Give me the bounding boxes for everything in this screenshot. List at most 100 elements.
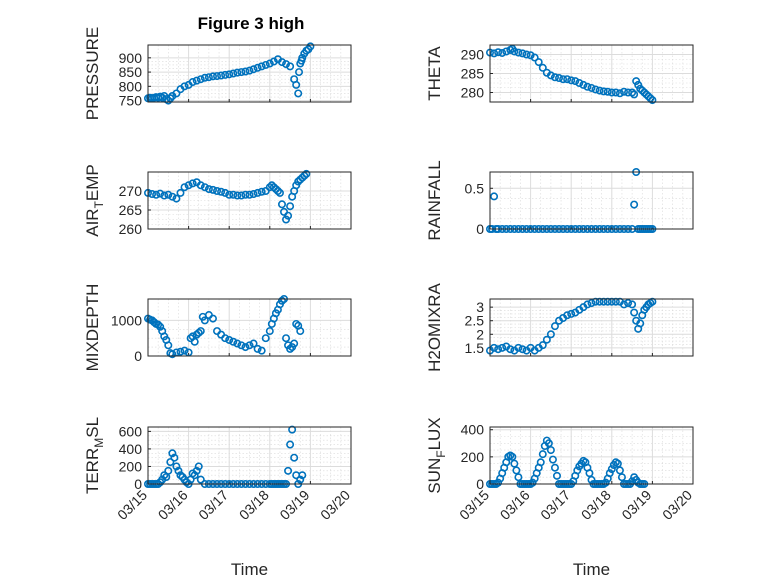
y-axis-label: H2OMIXRA (425, 282, 444, 371)
x-tick-label: 03/18 (236, 487, 272, 523)
data-point (518, 49, 527, 58)
data-point (156, 322, 165, 331)
axes-frame (489, 426, 694, 485)
data-point (538, 450, 547, 459)
data-point (237, 191, 246, 200)
data-point (550, 73, 559, 82)
data-point (559, 75, 568, 84)
data-point (585, 469, 594, 478)
axes-frame (147, 171, 352, 230)
data-point (490, 192, 499, 201)
data-point (277, 58, 286, 67)
data-point (245, 66, 254, 75)
data-point (257, 346, 266, 355)
data-point (536, 458, 545, 467)
data-point (221, 70, 230, 79)
data-point (490, 343, 499, 352)
data-point (494, 48, 503, 57)
subplot: 0 0.5 RAINFALL (425, 160, 694, 241)
y-tick-label: 2 (476, 326, 484, 342)
data-point (302, 169, 311, 178)
data-point (542, 335, 551, 344)
data-point (253, 344, 262, 353)
data-point (583, 300, 592, 309)
y-tick-label: 200 (119, 458, 143, 474)
x-tick-label: 03/18 (578, 487, 614, 523)
data-point (599, 87, 608, 96)
data-point (261, 334, 270, 343)
data-point (624, 299, 633, 308)
data-point (249, 190, 258, 199)
x-axis-label: Time (231, 560, 268, 579)
data-point (180, 82, 189, 91)
data-point (170, 453, 179, 462)
data-point (288, 425, 297, 434)
data-point (630, 200, 639, 209)
data-point (241, 67, 250, 76)
y-tick-label: 400 (461, 422, 485, 438)
data-point (265, 59, 274, 68)
data-point (611, 88, 620, 97)
data-point (294, 89, 303, 98)
axes-frame (489, 171, 694, 230)
data-point (172, 194, 181, 203)
y-tick-label: 850 (119, 64, 143, 80)
data-point (184, 181, 193, 190)
data-point (579, 80, 588, 89)
y-tick-label: 750 (119, 93, 143, 109)
data-point (544, 439, 553, 448)
data-point (180, 346, 189, 355)
data-point (290, 339, 299, 348)
data-point (200, 183, 209, 192)
y-tick-label: 290 (461, 47, 485, 63)
data-point (257, 187, 266, 196)
data-point (619, 300, 628, 309)
data-point (548, 455, 557, 464)
data-point (245, 341, 254, 350)
data-point (587, 299, 596, 308)
data-point (275, 188, 284, 197)
y-axis-label: THETA (425, 46, 444, 101)
data-point (154, 320, 163, 329)
y-axis-label: AIRTEMP (83, 164, 106, 237)
subplot: 280 285 290 THETA (425, 44, 694, 105)
data-point (306, 42, 315, 51)
y-tick-label: 2.5 (465, 313, 485, 329)
data-point (567, 309, 576, 318)
axes-frame (147, 44, 352, 103)
data-point (156, 189, 165, 198)
y-tick-label: 0 (134, 476, 142, 492)
data-point (221, 334, 230, 343)
data-point (286, 202, 295, 211)
data-point (257, 62, 266, 71)
data-point (190, 471, 199, 480)
data-point (174, 466, 183, 475)
data-point (514, 343, 523, 352)
data-point (603, 87, 612, 96)
data-point (555, 74, 564, 83)
data-point (295, 68, 304, 77)
data-point (546, 330, 555, 339)
data-point (217, 71, 226, 80)
data-point (192, 76, 201, 85)
data-point (567, 76, 576, 85)
data-point (200, 73, 209, 82)
data-point (172, 89, 181, 98)
data-point (282, 334, 291, 343)
y-tick-label: 1000 (111, 312, 142, 328)
data-point (253, 63, 262, 72)
x-tick-label: 03/16 (497, 487, 533, 523)
data-point (571, 77, 580, 86)
data-point (164, 190, 173, 199)
data-point (522, 50, 531, 59)
data-point (233, 339, 242, 348)
subplot: 0 200 400 03/15 03/16 03/17 03/18 03/19 03/20 Tim… (425, 417, 695, 579)
data-point (508, 452, 517, 461)
y-tick-label: 200 (461, 449, 485, 465)
data-point (490, 49, 499, 58)
x-axis-label: Time (573, 560, 610, 579)
axes-frame (147, 298, 352, 357)
y-tick-label: 0.5 (465, 180, 485, 196)
